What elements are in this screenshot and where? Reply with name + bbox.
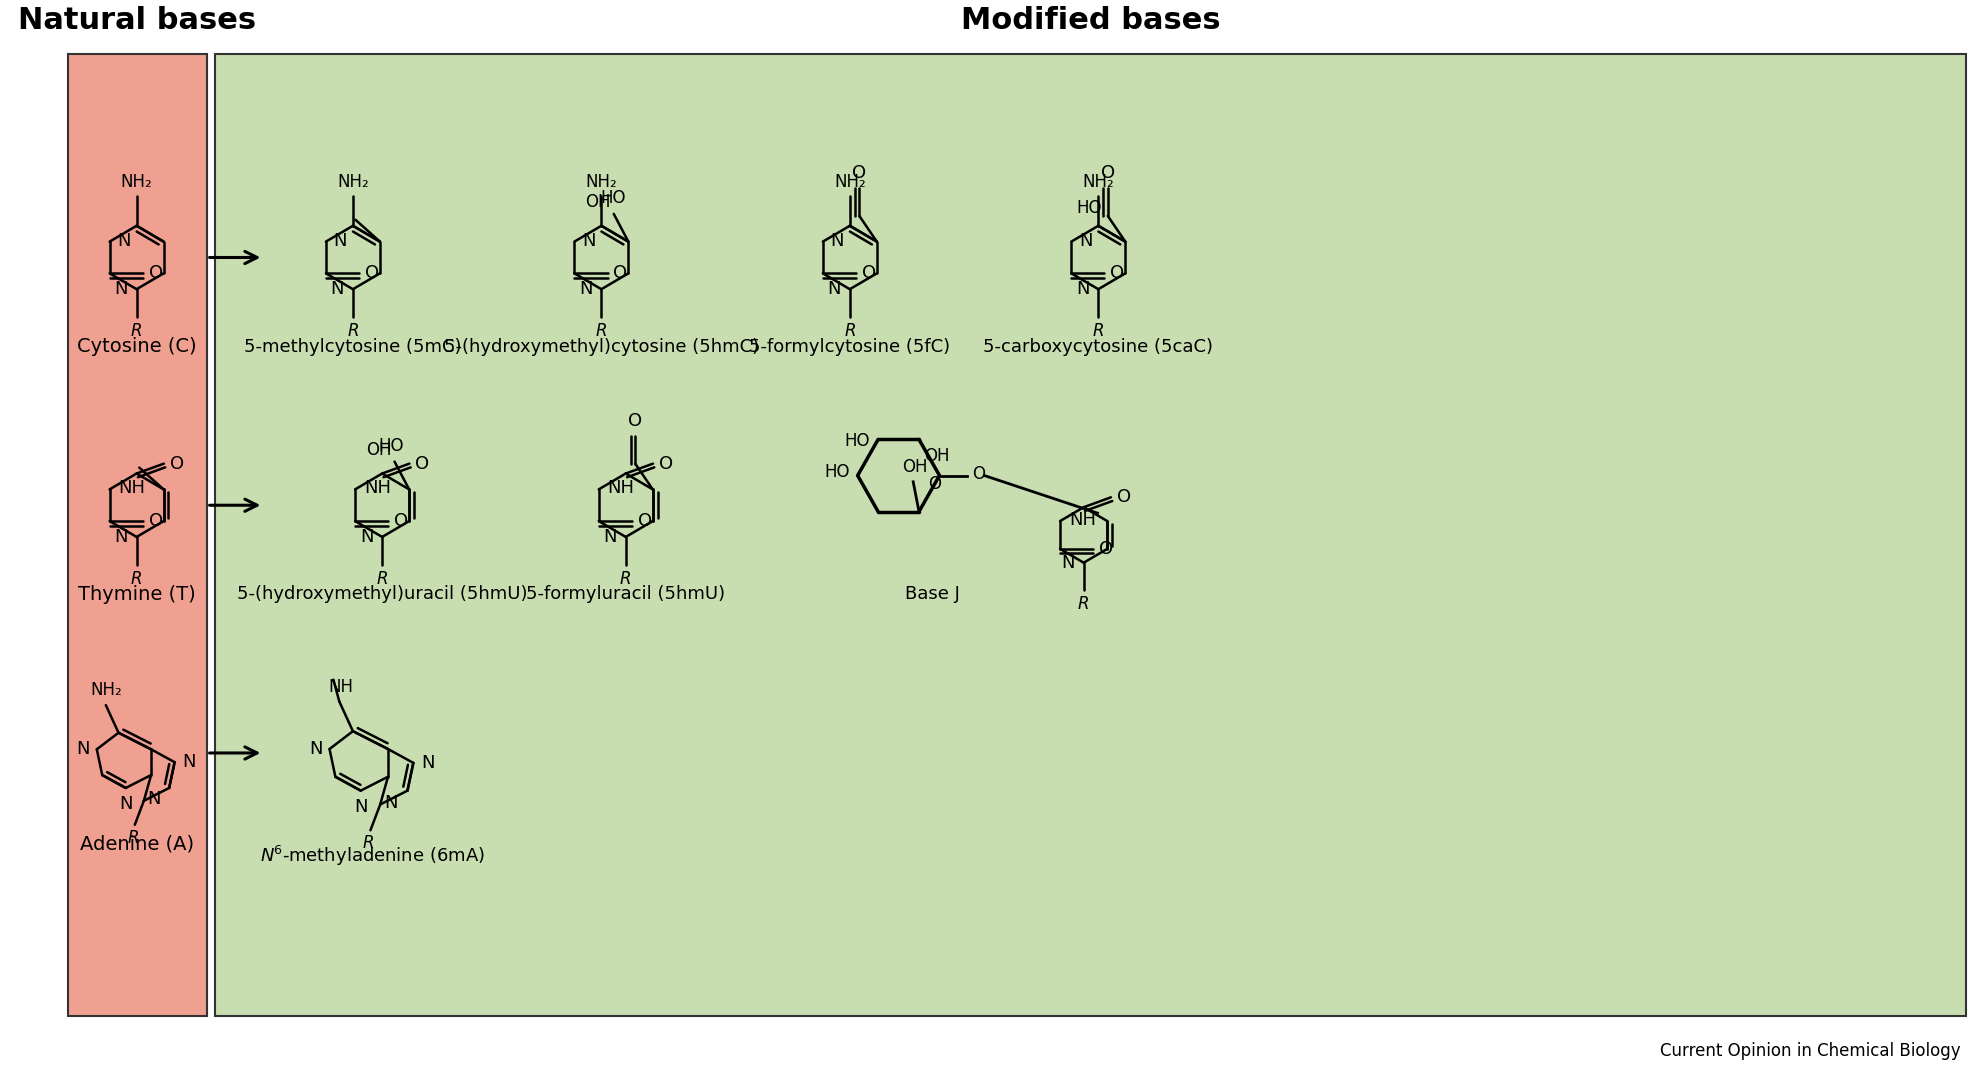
- Text: 5-carboxycytosine (5caC): 5-carboxycytosine (5caC): [984, 338, 1214, 355]
- Text: NH: NH: [363, 480, 391, 498]
- Text: N: N: [117, 231, 131, 249]
- Text: N: N: [310, 740, 323, 758]
- Text: Thymine (T): Thymine (T): [77, 585, 196, 604]
- Text: R: R: [131, 569, 143, 588]
- Text: O: O: [1111, 265, 1125, 282]
- Text: O: O: [929, 474, 942, 492]
- Text: NH₂: NH₂: [585, 173, 617, 191]
- Text: N: N: [603, 528, 617, 546]
- Text: N: N: [333, 231, 347, 249]
- Text: R: R: [595, 322, 607, 340]
- Text: 5-formyluracil (5hmU): 5-formyluracil (5hmU): [526, 585, 726, 604]
- Text: N: N: [115, 528, 127, 546]
- Text: HO: HO: [1077, 199, 1101, 217]
- Text: R: R: [619, 569, 631, 588]
- Text: NH₂: NH₂: [89, 681, 121, 699]
- Text: Modified bases: Modified bases: [960, 5, 1220, 35]
- Text: R: R: [843, 322, 855, 340]
- Text: N: N: [77, 740, 89, 758]
- Text: Base J: Base J: [905, 585, 960, 604]
- Text: N: N: [183, 753, 196, 771]
- Text: N: N: [385, 794, 397, 811]
- Text: O: O: [629, 411, 643, 430]
- Text: N: N: [353, 797, 367, 815]
- Text: HO: HO: [599, 189, 625, 207]
- Text: N: N: [827, 280, 841, 298]
- Text: O: O: [972, 464, 986, 483]
- Text: R: R: [347, 322, 359, 340]
- Text: 5-formylcytosine (5fC): 5-formylcytosine (5fC): [750, 338, 950, 355]
- Text: N: N: [1079, 231, 1093, 249]
- Text: HO: HO: [823, 462, 849, 481]
- Text: O: O: [395, 512, 409, 530]
- Text: O: O: [861, 265, 877, 282]
- Text: Current Opinion in Chemical Biology: Current Opinion in Chemical Biology: [1661, 1042, 1960, 1061]
- Text: $\it{N}$$^6$-methyladenine (6mA): $\it{N}$$^6$-methyladenine (6mA): [260, 845, 484, 868]
- Text: O: O: [1101, 164, 1115, 183]
- Text: R: R: [127, 828, 139, 847]
- Text: O: O: [415, 455, 429, 473]
- Text: Adenine (A): Adenine (A): [79, 835, 194, 853]
- Text: Natural bases: Natural bases: [18, 5, 256, 35]
- Text: O: O: [659, 455, 673, 473]
- Text: 5-(hydroxymethyl)cytosine (5hmC): 5-(hydroxymethyl)cytosine (5hmC): [444, 338, 760, 355]
- Text: HO: HO: [379, 436, 405, 455]
- Text: R: R: [1093, 322, 1103, 340]
- Text: O: O: [365, 265, 379, 282]
- Text: N: N: [331, 280, 343, 298]
- Text: N: N: [1061, 554, 1075, 571]
- Text: N: N: [147, 789, 161, 808]
- Bar: [214, 54, 1966, 1015]
- Text: O: O: [149, 512, 163, 530]
- Text: R: R: [1077, 595, 1089, 613]
- Text: OH: OH: [903, 458, 929, 476]
- Text: O: O: [149, 265, 163, 282]
- Text: R: R: [377, 569, 389, 588]
- Text: R: R: [131, 322, 143, 340]
- Text: O: O: [1099, 540, 1113, 558]
- Text: Cytosine (C): Cytosine (C): [77, 337, 196, 356]
- Text: O: O: [637, 512, 653, 530]
- Text: O: O: [171, 455, 185, 473]
- Text: NH: NH: [329, 678, 353, 697]
- Text: HO: HO: [845, 432, 871, 450]
- Text: 5-(hydroxymethyl)uracil (5hmU): 5-(hydroxymethyl)uracil (5hmU): [236, 585, 528, 604]
- Text: OH: OH: [925, 447, 950, 465]
- Text: N: N: [579, 280, 593, 298]
- Text: NH₂: NH₂: [337, 173, 369, 191]
- Text: NH: NH: [119, 480, 145, 498]
- Text: OH: OH: [585, 193, 611, 211]
- Text: N: N: [115, 280, 127, 298]
- Text: NH: NH: [607, 480, 635, 498]
- Text: R: R: [363, 834, 375, 852]
- Text: N: N: [421, 754, 434, 772]
- Text: O: O: [613, 265, 627, 282]
- Bar: [67, 54, 206, 1015]
- Text: NH₂: NH₂: [121, 173, 153, 191]
- Text: NH₂: NH₂: [833, 173, 865, 191]
- Text: NH₂: NH₂: [1083, 173, 1115, 191]
- Text: O: O: [1117, 488, 1131, 507]
- Text: N: N: [831, 231, 843, 249]
- Text: N: N: [1075, 280, 1089, 298]
- Text: N: N: [119, 795, 133, 813]
- Text: N: N: [581, 231, 595, 249]
- Text: N: N: [359, 528, 373, 546]
- Text: 5-methylcytosine (5mC): 5-methylcytosine (5mC): [244, 338, 462, 355]
- Text: OH: OH: [367, 441, 391, 459]
- Text: NH: NH: [1069, 511, 1095, 529]
- Text: O: O: [853, 164, 867, 183]
